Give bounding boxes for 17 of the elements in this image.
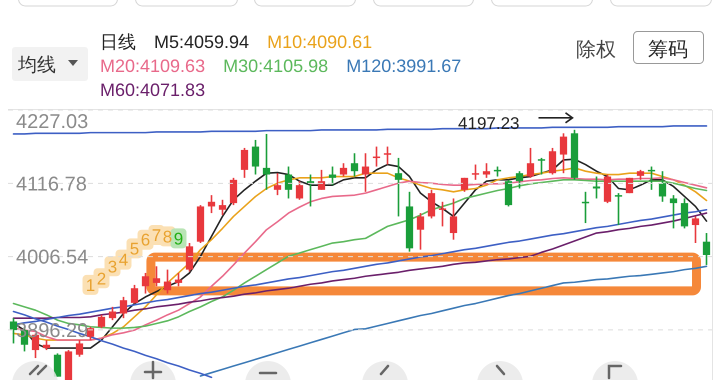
- annotation: 7: [152, 226, 162, 246]
- annotation: 6: [140, 230, 150, 250]
- text: 除权: [576, 39, 616, 61]
- legend: 日线 M5:4059.94 M10:4090.61 M20:4109.63 M30:4105.98 M120:3991.67 M60:4071.83: [100, 32, 462, 100]
- annotation: 1: [86, 276, 96, 295]
- annotation: 8: [162, 227, 172, 246]
- y-tick-label: 4227.03: [16, 111, 88, 133]
- y-tick-label: 4006.54: [16, 246, 88, 269]
- y-tick-label: 4116.78: [16, 173, 87, 196]
- control-button: 筹码: [633, 31, 704, 64]
- control-dropdown: 均线: [12, 47, 88, 81]
- annotation: 4197.23: [458, 114, 520, 133]
- annotation: 9: [174, 229, 184, 248]
- annotation: 3: [108, 257, 118, 276]
- annotation: 5: [130, 239, 140, 258]
- annotation: 4: [118, 250, 128, 270]
- annotation: 2: [96, 269, 106, 288]
